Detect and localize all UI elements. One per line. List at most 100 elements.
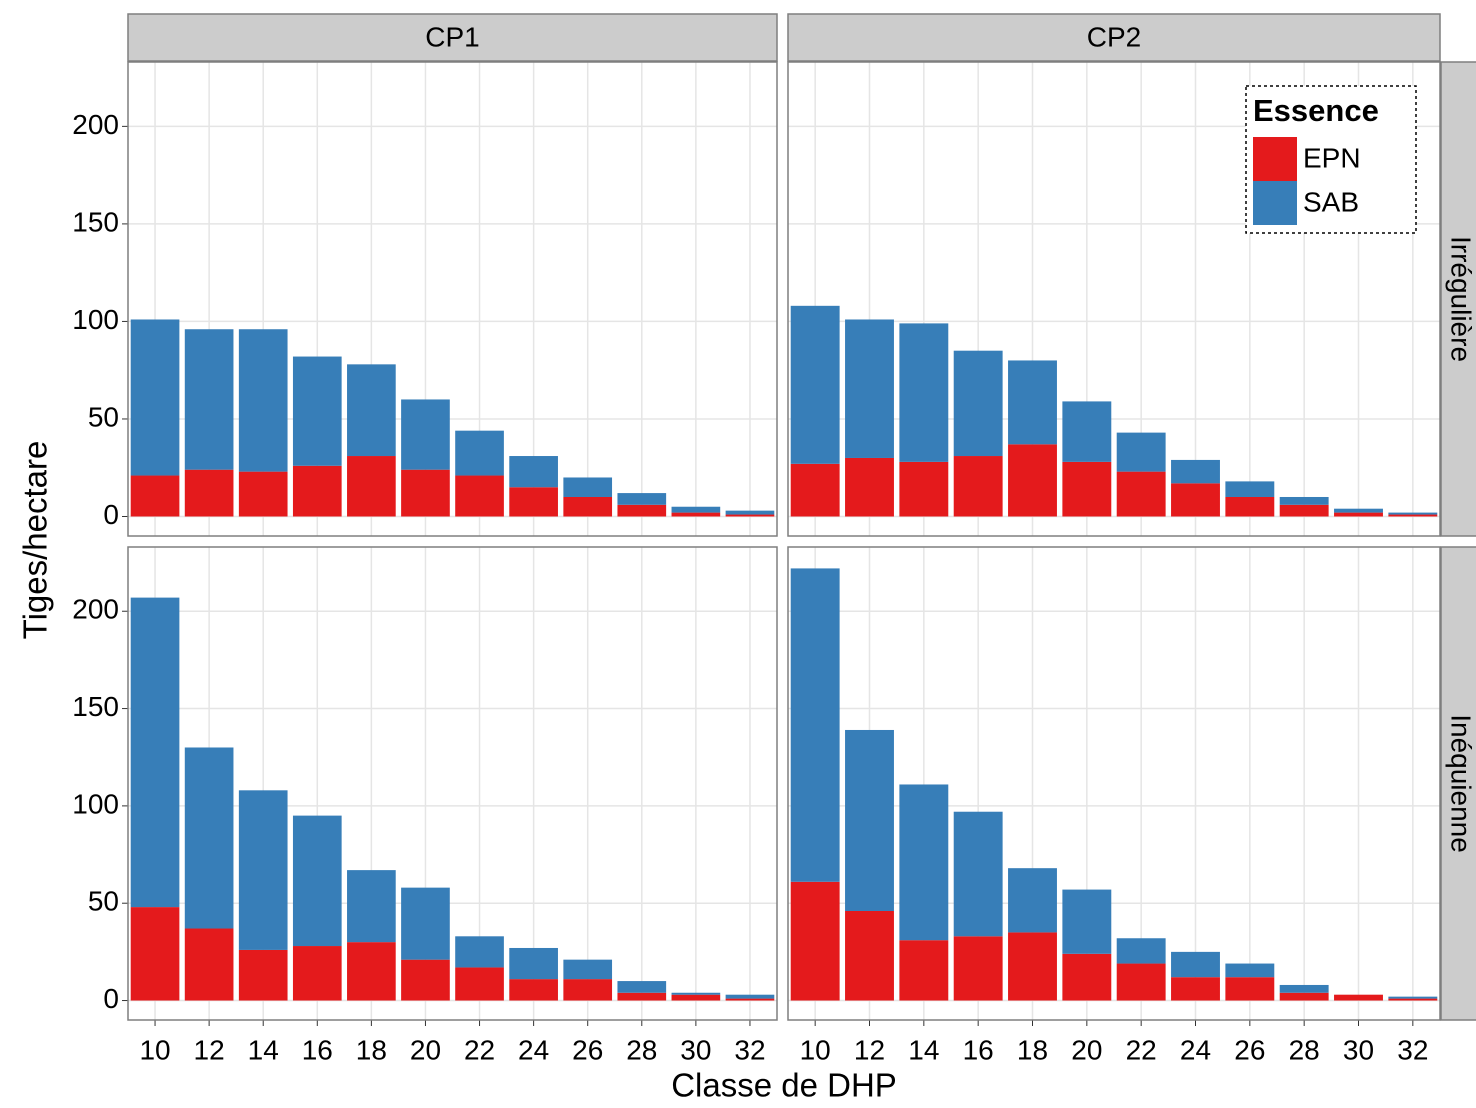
bar (563, 959, 613, 980)
y-tick-label: 150 (72, 691, 119, 722)
bar (401, 887, 450, 960)
bar (899, 940, 949, 1001)
bar (292, 815, 342, 947)
bar (725, 514, 775, 517)
x-tick-label: 16 (963, 1034, 994, 1065)
bar (401, 399, 450, 470)
bar (1062, 401, 1112, 462)
bar (292, 465, 342, 517)
bar (899, 323, 949, 462)
bar (1062, 953, 1112, 1001)
bar (509, 487, 558, 517)
bar (347, 942, 396, 1001)
strip (787, 13, 1441, 62)
bar (455, 475, 504, 517)
x-tick-label: 26 (572, 1034, 603, 1065)
bar (725, 994, 775, 999)
x-axis-title: Classe de DHP (671, 1067, 897, 1104)
bar (1008, 932, 1057, 1001)
bar (509, 456, 558, 488)
y-tick-label: 200 (72, 594, 119, 625)
bar (1388, 996, 1438, 999)
bar (671, 506, 721, 513)
x-tick-label: 32 (1397, 1034, 1428, 1065)
strip (127, 13, 778, 62)
legend-swatch (1253, 181, 1297, 225)
x-tick-label: 30 (1343, 1034, 1374, 1065)
bar (671, 992, 721, 995)
bar (1279, 496, 1329, 505)
x-tick-label: 12 (854, 1034, 885, 1065)
strip-label: Inéquienne (1446, 714, 1476, 853)
bar (292, 356, 342, 466)
x-tick-label: 24 (1180, 1034, 1211, 1065)
bar (1171, 459, 1220, 484)
panel-border (127, 61, 778, 537)
bar (130, 475, 180, 517)
y-tick-label: 0 (103, 983, 119, 1014)
bar (563, 979, 613, 1001)
bar (1225, 963, 1275, 978)
bar (1062, 461, 1112, 517)
bar (184, 329, 234, 470)
panel-bg (128, 62, 777, 536)
x-tick-label: 18 (356, 1034, 387, 1065)
bar (1062, 889, 1112, 954)
bar (617, 981, 667, 993)
bar (1225, 481, 1275, 497)
bar (845, 910, 894, 1001)
bar (845, 729, 894, 911)
bar (347, 456, 396, 517)
x-tick-label: 20 (1071, 1034, 1102, 1065)
x-tick-label: 14 (248, 1034, 279, 1065)
y-tick-label: 150 (72, 206, 119, 237)
strip-label: CP1 (425, 21, 479, 52)
bar (1388, 998, 1438, 1001)
bar (1116, 963, 1166, 1001)
bar (1008, 868, 1057, 933)
bar (401, 469, 450, 517)
bar (1334, 508, 1383, 513)
legend-title: Essence (1253, 93, 1379, 128)
bar (1279, 504, 1329, 517)
panel-border (787, 546, 1441, 1021)
strip-label: CP2 (1087, 21, 1141, 52)
bar (455, 936, 504, 968)
x-tick-label: 26 (1234, 1034, 1265, 1065)
bar (563, 496, 613, 517)
y-tick-label: 100 (72, 304, 119, 335)
bar (790, 881, 840, 1001)
bar (347, 870, 396, 943)
strip (1440, 546, 1476, 1021)
x-tick-label: 10 (139, 1034, 170, 1065)
strip-label: Irrégulière (1446, 236, 1476, 362)
bar (401, 959, 450, 1001)
bar (1008, 444, 1057, 517)
bar (845, 457, 894, 517)
bar (238, 329, 288, 472)
bar (509, 979, 558, 1001)
bar (1225, 496, 1275, 517)
bar (509, 947, 558, 980)
bar (1279, 992, 1329, 1001)
bar (1116, 432, 1166, 472)
bar (617, 493, 667, 505)
x-tick-label: 30 (680, 1034, 711, 1065)
y-tick-label: 100 (72, 788, 119, 819)
bar (1171, 977, 1220, 1001)
bar (184, 747, 234, 929)
bar (238, 949, 288, 1001)
bar (953, 811, 1003, 937)
bar (1279, 984, 1329, 993)
x-tick-label: 28 (626, 1034, 657, 1065)
bar (455, 967, 504, 1001)
bar (292, 946, 342, 1001)
bar (1388, 514, 1438, 517)
panel-border (127, 546, 778, 1021)
bar (953, 350, 1003, 457)
y-tick-label: 50 (88, 886, 119, 917)
x-tick-label: 16 (302, 1034, 333, 1065)
bar (899, 461, 949, 517)
bar (1171, 483, 1220, 517)
